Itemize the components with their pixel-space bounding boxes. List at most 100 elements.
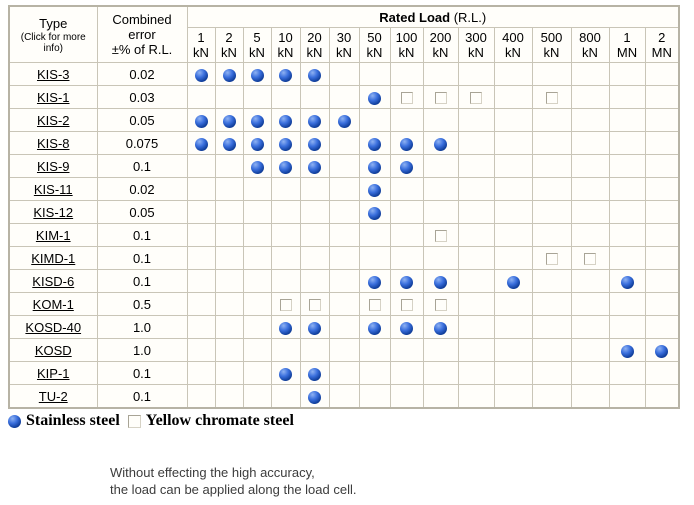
stainless-steel-ball-icon [400,137,413,151]
legend-yellow-label: Yellow chromate steel [145,412,294,429]
stainless-steel-ball-icon [279,160,292,174]
load-cell-KIS-11-10kN [270,177,301,201]
error-cell-KIS-11: 0.02 [96,177,188,201]
type-link-KOSD[interactable]: KOSD [34,342,72,358]
load-cell-KOM-1-50kN [358,292,391,316]
type-cell-KISD-6: KISD-6 [8,269,98,293]
type-link-KIS-12[interactable]: KIS-12 [33,204,74,220]
type-link-KIS-3[interactable]: KIS-3 [36,66,70,82]
load-cell-KIS-1-300kN [457,85,495,109]
type-link-KIS-2[interactable]: KIS-2 [36,112,70,128]
load-cell-KISD-6-5kN [242,269,272,293]
column-header-100-kN: 100 kN [389,27,424,63]
load-cell-KIS-8-300kN [457,131,495,155]
load-cell-KIS-9-10kN [270,154,301,178]
type-link-KIS-11[interactable]: KIS-11 [33,181,73,197]
load-cell-KOSD-200kN [422,338,459,362]
load-cell-KIS-11-500kN [531,177,572,201]
load-cell-KIP-1-2kN [214,361,244,385]
load-cell-KOM-1-1MN [608,292,646,316]
load-cell-KOSD-400kN [493,338,533,362]
load-cell-KOSD-40-800kN [570,315,610,339]
load-cell-KOSD-1kN [186,338,216,362]
load-cell-KIS-3-800kN [570,62,610,86]
load-cell-KIS-3-100kN [389,62,424,86]
type-cell-KIP-1: KIP-1 [8,361,98,385]
type-link-KISD-6[interactable]: KISD-6 [32,273,75,289]
load-cell-KIS-2-1kN [186,108,216,132]
load-cell-KIS-1-200kN [422,85,459,109]
load-cell-KIS-8-50kN [358,131,391,155]
load-cell-KIS-1-1MN [608,85,646,109]
load-cell-KIMD-1-10kN [270,246,301,270]
load-cell-KIS-3-500kN [531,62,572,86]
type-cell-KIS-12: KIS-12 [8,200,98,224]
load-cell-KIS-9-1MN [608,154,646,178]
load-cell-KISD-6-100kN [389,269,424,293]
table-row-KIS-11: KIS-11 0.02 [8,177,680,201]
load-cell-KIS-9-5kN [242,154,272,178]
type-link-KIM-1[interactable]: KIM-1 [35,227,71,243]
load-cell-KIS-1-10kN [270,85,301,109]
load-cell-KIS-9-2kN [214,154,244,178]
load-cell-KIS-9-200kN [422,154,459,178]
load-cell-KIS-3-30kN [328,62,360,86]
error-cell-KOSD: 1.0 [96,338,188,362]
load-cell-KIS-11-2kN [214,177,244,201]
load-cell-KIS-3-2MN [644,62,680,86]
type-link-KIS-9[interactable]: KIS-9 [36,158,70,174]
load-cell-KISD-6-1kN [186,269,216,293]
load-cell-KIS-8-5kN [242,131,272,155]
load-cell-KIS-12-800kN [570,200,610,224]
load-cell-KISD-6-300kN [457,269,495,293]
load-cell-KIS-8-400kN [493,131,533,155]
load-cell-KIS-11-800kN [570,177,610,201]
type-link-KIMD-1[interactable]: KIMD-1 [31,250,76,266]
stainless-steel-ball-icon [434,321,447,335]
load-cell-KIS-2-10kN [270,108,301,132]
stainless-steel-ball-icon [194,137,208,151]
load-cell-TU-2-200kN [422,384,459,409]
load-cell-KIM-1-2kN [214,223,244,247]
load-cell-KISD-6-400kN [493,269,533,293]
type-link-KIS-1[interactable]: KIS-1 [36,89,70,105]
load-cell-KIS-3-1kN [186,62,216,86]
table-row-KOM-1: KOM-1 0.5 [8,292,680,316]
table-row-KIS-9: KIS-9 0.1 [8,154,680,178]
load-cell-KOM-1-20kN [299,292,330,316]
stainless-steel-ball-icon [620,275,634,289]
load-cell-KIM-1-300kN [457,223,495,247]
stainless-steel-ball-icon [655,344,669,358]
load-cell-KIM-1-30kN [328,223,360,247]
load-cell-KOM-1-2kN [214,292,244,316]
load-cell-KIMD-1-50kN [358,246,391,270]
rated-load-title: Rated Load [379,9,451,25]
load-cell-KOM-1-300kN [457,292,495,316]
load-cell-KIMD-1-500kN [531,246,572,270]
load-cell-KOSD-40-500kN [531,315,572,339]
load-cell-KIS-9-300kN [457,154,495,178]
yellow-chromate-square-icon [545,92,558,105]
load-cell-KIS-9-500kN [531,154,572,178]
load-cell-KIS-8-30kN [328,131,360,155]
type-link-TU-2[interactable]: TU-2 [38,388,68,404]
load-cell-KIS-1-800kN [570,85,610,109]
type-link-KIS-8[interactable]: KIS-8 [36,135,70,151]
load-cell-KOM-1-800kN [570,292,610,316]
load-cell-TU-2-800kN [570,384,610,409]
type-link-KOSD-40[interactable]: KOSD-40 [25,319,82,335]
load-cell-KIP-1-20kN [299,361,330,385]
load-cell-KIS-11-1kN [186,177,216,201]
stainless-steel-ball-icon [368,275,381,289]
stainless-steel-ball-icon [368,137,381,151]
type-cell-KIS-11: KIS-11 [8,177,98,201]
error-cell-KIM-1: 0.1 [96,223,188,247]
table-row-KIS-3: KIS-3 0.02 [8,62,680,86]
load-cell-KIS-1-50kN [358,85,391,109]
type-link-KOM-1[interactable]: KOM-1 [32,296,74,312]
load-cell-KOSD-40-1MN [608,315,646,339]
type-cell-KIMD-1: KIMD-1 [8,246,98,270]
type-link-KIP-1[interactable]: KIP-1 [36,365,70,381]
load-cell-KOSD-2MN [644,338,680,362]
error-cell-KIS-3: 0.02 [96,62,188,86]
